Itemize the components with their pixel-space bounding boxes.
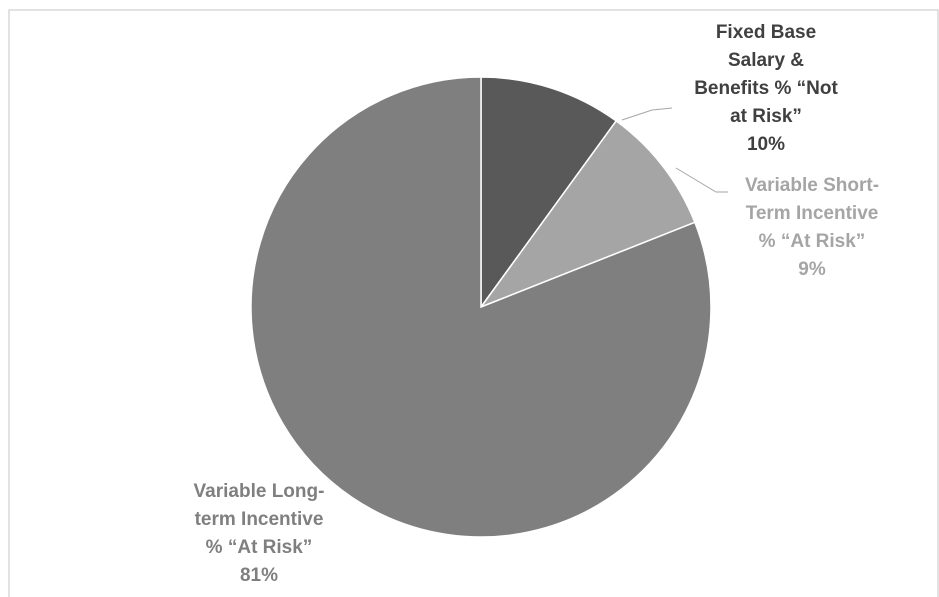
slice-label-line: at Risk” bbox=[730, 106, 802, 127]
slice-label-line: term Incentive bbox=[195, 509, 324, 530]
slice-value-label: 81% bbox=[240, 565, 278, 586]
slice-label-2: Variable Short- Term Incentive % “At Risk”… bbox=[745, 175, 879, 280]
slice-label-3: Variable Long-term Incentive % “At Risk” 8… bbox=[194, 481, 325, 586]
slice-label-line: Benefits % “Not bbox=[694, 78, 838, 99]
slice-label-line: Salary & bbox=[728, 50, 804, 71]
pie-slices bbox=[250, 76, 712, 538]
slice-label-1: Fixed Base Salary & Benefits % “Not at Risk… bbox=[694, 22, 838, 155]
slice-label-line: % “At Risk” bbox=[206, 537, 313, 558]
slice-label-line: Fixed Base bbox=[716, 22, 816, 43]
pie-slice-1 bbox=[480, 76, 618, 310]
leader-line-2 bbox=[675, 167, 728, 193]
leader-lines bbox=[621, 107, 728, 193]
pie-slice-2 bbox=[478, 119, 696, 309]
slice-label-line: Variable Long- bbox=[194, 481, 325, 502]
slice-label-line: Variable Short- bbox=[745, 175, 879, 196]
slice-labels: Fixed Base Salary & Benefits % “Not at Risk… bbox=[194, 22, 880, 586]
slice-value-label: 9% bbox=[798, 259, 826, 280]
leader-line-1 bbox=[621, 107, 673, 121]
pie-slice-3 bbox=[250, 76, 712, 538]
slice-label-line: Term Incentive bbox=[746, 203, 879, 224]
slice-label-line: % “At Risk” bbox=[759, 231, 866, 252]
slice-value-label: 10% bbox=[747, 134, 785, 155]
